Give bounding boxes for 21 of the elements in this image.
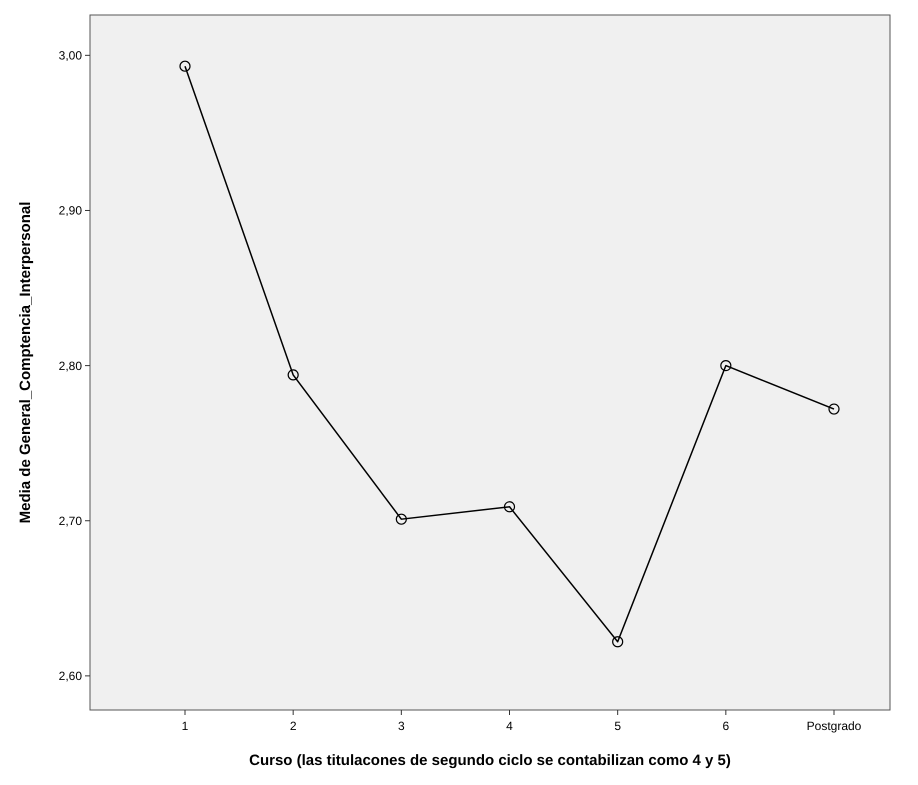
x-axis-title: Curso (las titulacones de segundo ciclo se contabilizan como 4 y 5): [249, 752, 731, 769]
y-axis-title: Media de General_Comptencia_Interpersonal: [17, 202, 34, 524]
x-tick-label: 5: [614, 719, 622, 733]
y-tick-label: 2,90: [58, 204, 82, 218]
point: [828, 403, 840, 415]
x-tick-label: 1: [182, 719, 189, 733]
point: [396, 514, 407, 525]
x-tick-label: 3: [398, 719, 405, 733]
x-tick-label: 4: [506, 719, 514, 733]
y-tick-label: 2,70: [58, 514, 82, 528]
point: [179, 60, 191, 72]
x-tick-label: 6: [722, 719, 730, 733]
point: [504, 501, 516, 512]
x-tick-label: Postgrado: [806, 719, 862, 733]
point: [720, 360, 732, 372]
y-tick-label: 2,60: [58, 669, 82, 684]
y-tick-label: 2,80: [58, 358, 82, 373]
point: [288, 369, 299, 381]
y-tick-label: 3,00: [58, 48, 82, 63]
point: [612, 636, 624, 648]
x-tick-label: 2: [290, 719, 297, 733]
